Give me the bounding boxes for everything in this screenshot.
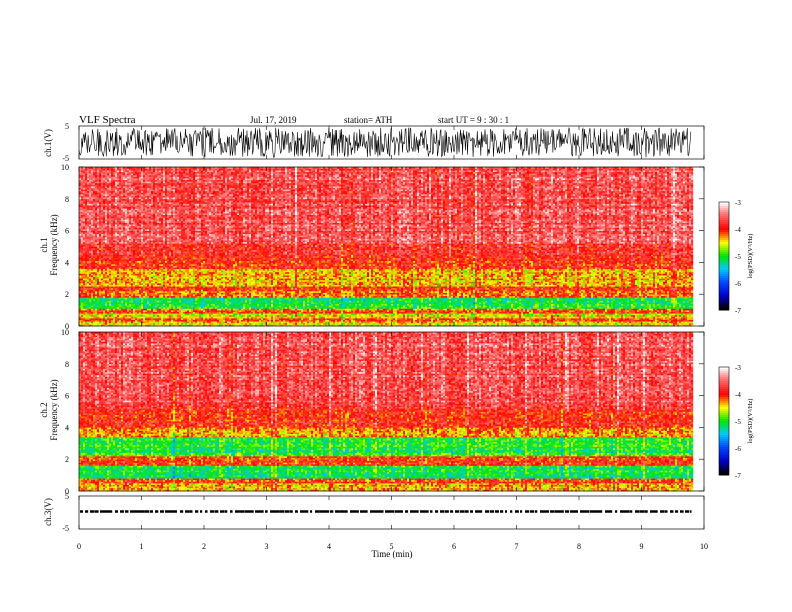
vlf-spectra-figure: VLF Spectra Jul. 17, 2019 station= ATH s… xyxy=(0,0,792,612)
frequency-tick-label: 2 xyxy=(65,290,69,299)
frequency-tick-label: 6 xyxy=(65,227,69,236)
ch1-ytick-top: 5 xyxy=(65,122,69,131)
ch1-spec-ylabel-frequency: Frequency (kHz) xyxy=(49,214,59,275)
ch1-ytick-bottom: -5 xyxy=(62,154,69,163)
date-label: Jul. 17, 2019 xyxy=(250,115,297,125)
ch1-waveform-ylabel: ch.1(V) xyxy=(43,129,53,157)
ch1-waveform-trace xyxy=(79,128,691,158)
frequency-tick-label: 4 xyxy=(65,258,69,267)
frequency-tick-label: 8 xyxy=(65,195,69,204)
ch1-waveform-panel: ch.1(V) 5 -5 xyxy=(43,122,704,163)
station-label: station= ATH xyxy=(344,115,393,125)
frequency-tick-label: 10 xyxy=(61,163,69,172)
figure-title: VLF Spectra xyxy=(79,114,136,126)
ch1-spec-ylabel-channel: ch.1 xyxy=(39,237,49,252)
start-time-label: start UT = 9 : 30 : 1 xyxy=(438,115,509,125)
ch1-spectrogram-image xyxy=(79,167,693,326)
